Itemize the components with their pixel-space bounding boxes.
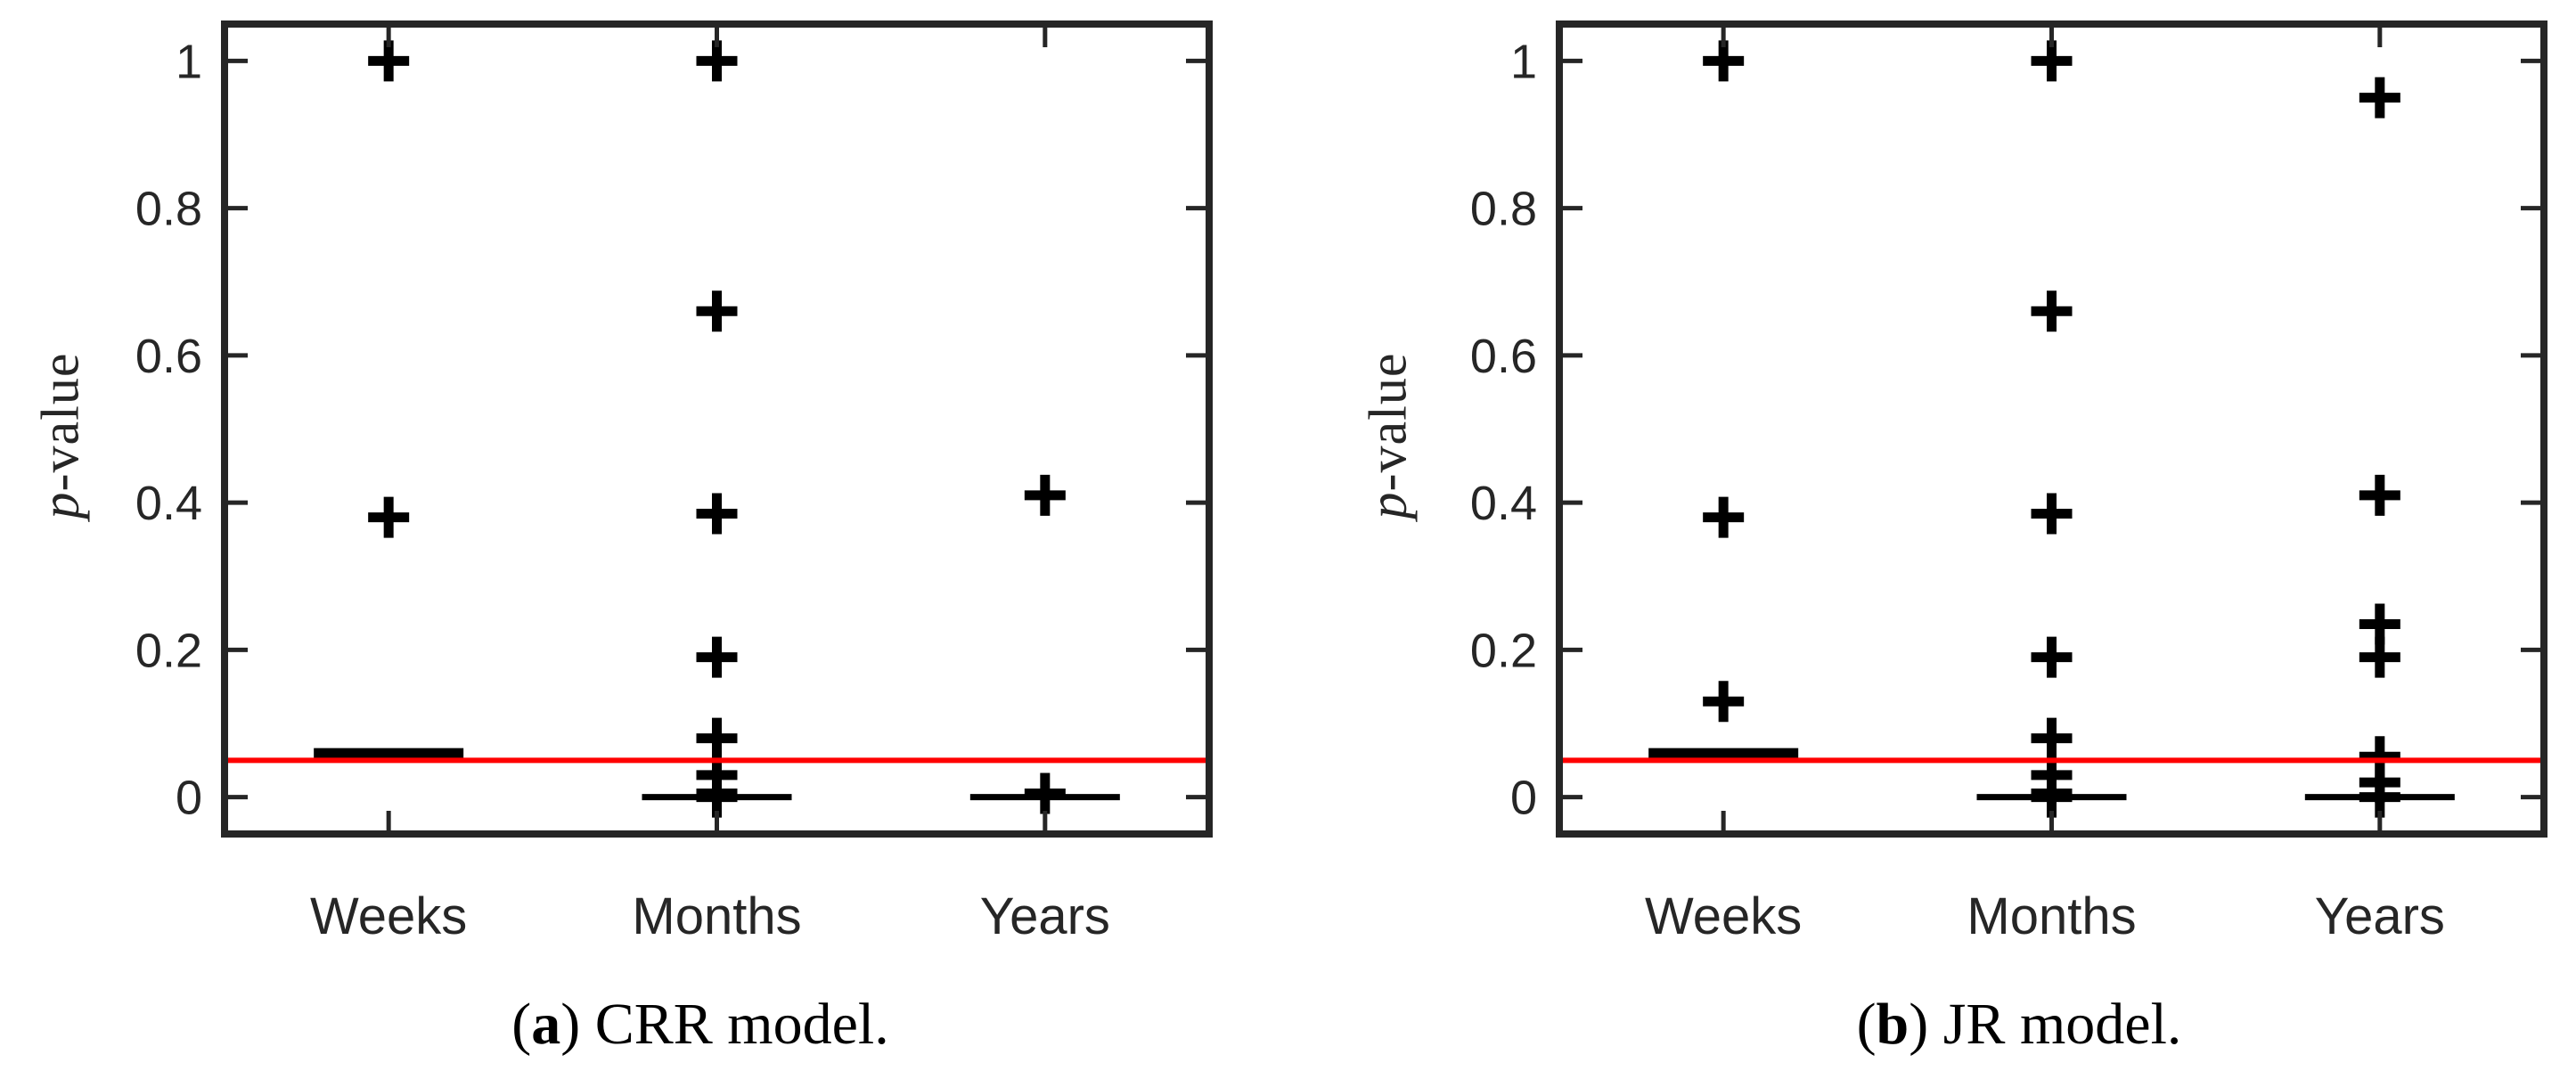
plus-outlier-marker <box>1703 681 1745 723</box>
y-tick-label: 1 <box>176 35 202 88</box>
plus-outlier-marker <box>1024 474 1066 516</box>
plus-outlier-marker <box>2359 474 2400 516</box>
y-axis-label-left: p-value <box>30 353 92 519</box>
caption-paren: ( <box>511 992 532 1057</box>
plot-caption-a: (a) CRR model. <box>511 991 889 1059</box>
y-axis-label-rest-part: -value <box>30 352 90 492</box>
category-label: Years <box>980 887 1110 945</box>
plus-outlier-marker <box>2031 290 2073 332</box>
plus-outlier-marker <box>696 636 738 678</box>
axis-box <box>1556 20 2547 838</box>
caption-text: ) JR model. <box>1909 992 2182 1057</box>
category-label: Weeks <box>1645 887 1802 945</box>
y-tick-label: 0.8 <box>1470 183 1537 236</box>
plus-outlier-marker <box>2031 636 2073 678</box>
plus-outlier-marker <box>696 717 738 759</box>
boxplot-a: 0 0.2 0.4 0.6 0.8 1 Weeks Months Years <box>135 20 1213 945</box>
plot-caption-b: (b) JR model. <box>1857 991 2182 1059</box>
plus-outlier-marker <box>696 290 738 332</box>
y-tick-label: 0 <box>1510 772 1537 825</box>
plus-outlier-marker <box>2031 717 2073 759</box>
category-label: Years <box>2315 887 2445 945</box>
plus-outlier-marker <box>696 493 738 535</box>
y-tick-label: 0.4 <box>1470 477 1537 530</box>
plus-outlier-marker <box>368 496 410 538</box>
y-tick-label: 0.2 <box>135 624 202 677</box>
plus-outlier-marker <box>2359 636 2400 678</box>
caption-letter: b <box>1876 992 1910 1057</box>
plus-outlier-marker <box>2031 493 2073 535</box>
y-axis-label-italic-part: p <box>30 491 90 519</box>
boxplot-b: 0 0.2 0.4 0.6 0.8 1 Weeks Months Years <box>1470 20 2547 945</box>
y-tick-label: 0.2 <box>1470 624 1537 677</box>
plus-outlier-marker <box>1703 496 1745 538</box>
y-tick-label: 0 <box>176 772 202 825</box>
y-axis-label-rest-part: -value <box>1358 352 1418 492</box>
caption-text: ) CRR model. <box>560 992 889 1057</box>
axis-box <box>221 20 1213 838</box>
y-tick-label: 0.8 <box>135 183 202 236</box>
y-axis-label-italic-part: p <box>1358 491 1418 519</box>
caption-letter: a <box>531 992 561 1057</box>
y-tick-label: 0.6 <box>1470 330 1537 383</box>
category-label: Weeks <box>310 887 467 945</box>
category-label: Months <box>1967 887 2136 945</box>
y-tick-label: 1 <box>1510 35 1537 88</box>
category-label: Months <box>632 887 801 945</box>
plus-outlier-marker <box>1024 772 1066 814</box>
y-tick-label: 0.6 <box>135 330 202 383</box>
caption-paren: ( <box>1856 992 1877 1057</box>
y-tick-label: 0.4 <box>135 477 202 530</box>
y-axis-label-right: p-value <box>1358 353 1419 519</box>
plus-outlier-marker <box>2359 77 2400 119</box>
